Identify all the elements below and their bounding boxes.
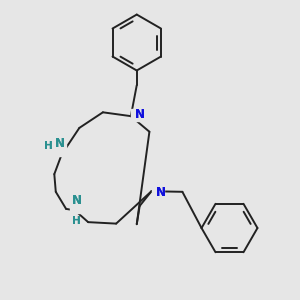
Text: H: H [44, 142, 53, 152]
Text: H: H [72, 216, 81, 226]
Text: H: H [72, 216, 81, 226]
Text: N: N [156, 186, 166, 199]
Text: H: H [44, 142, 53, 152]
Text: N: N [135, 108, 145, 121]
Text: N: N [71, 194, 81, 207]
Text: N: N [55, 137, 65, 150]
Text: N: N [71, 194, 81, 207]
Text: N: N [156, 186, 166, 199]
Text: N: N [55, 137, 65, 150]
Text: N: N [135, 108, 145, 121]
